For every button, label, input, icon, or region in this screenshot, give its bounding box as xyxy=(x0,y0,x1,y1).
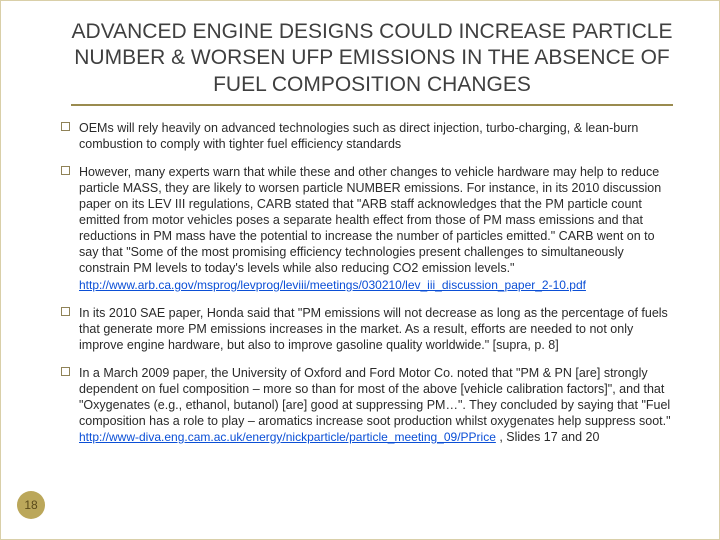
bullet-text-main: In a March 2009 paper, the University of… xyxy=(79,366,671,428)
reference-link[interactable]: http://www-diva.eng.cam.ac.uk/energy/nic… xyxy=(79,430,496,444)
bullet-trailing: , Slides 17 and 20 xyxy=(496,430,600,444)
bullet-item: OEMs will rely heavily on advanced techn… xyxy=(79,120,677,152)
bullet-list: OEMs will rely heavily on advanced techn… xyxy=(61,120,683,446)
bullet-marker-icon xyxy=(61,122,70,131)
slide-title: ADVANCED ENGINE DESIGNS COULD INCREASE P… xyxy=(61,19,683,104)
title-underline xyxy=(71,104,673,106)
slide: ADVANCED ENGINE DESIGNS COULD INCREASE P… xyxy=(0,0,720,540)
reference-link[interactable]: http://www.arb.ca.gov/msprog/levprog/lev… xyxy=(79,278,677,293)
bullet-marker-icon xyxy=(61,166,70,175)
bullet-text: In its 2010 SAE paper, Honda said that "… xyxy=(79,305,677,353)
page-number-badge: 18 xyxy=(17,491,45,519)
bullet-item: However, many experts warn that while th… xyxy=(79,164,677,293)
bullet-text: However, many experts warn that while th… xyxy=(79,164,677,276)
bullet-text: OEMs will rely heavily on advanced techn… xyxy=(79,120,677,152)
bullet-item: In a March 2009 paper, the University of… xyxy=(79,365,677,445)
bullet-marker-icon xyxy=(61,367,70,376)
bullet-item: In its 2010 SAE paper, Honda said that "… xyxy=(79,305,677,353)
bullet-text: In a March 2009 paper, the University of… xyxy=(79,365,677,445)
bullet-marker-icon xyxy=(61,307,70,316)
